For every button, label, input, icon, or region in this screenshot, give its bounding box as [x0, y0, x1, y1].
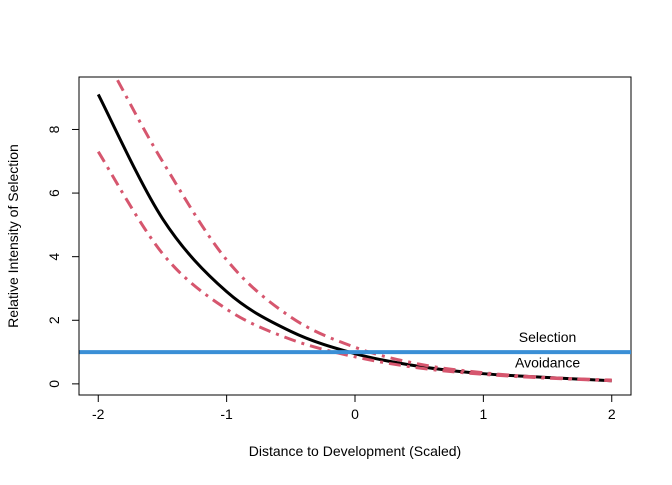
y-tick-label: 6: [46, 189, 62, 197]
annotation-avoidance: Avoidance: [515, 354, 580, 370]
x-tick-label: 2: [608, 406, 616, 422]
y-axis-label: Relative Intensity of Selection: [5, 144, 21, 328]
y-tick-label: 8: [46, 125, 62, 133]
y-tick-label: 2: [46, 316, 62, 324]
confidence-line-2: [96, 150, 612, 383]
annotation-layer: Selection Avoidance: [515, 329, 580, 370]
x-tick-label: 1: [479, 406, 487, 422]
x-axis-label: Distance to Development (Scaled): [249, 443, 461, 459]
annotation-selection: Selection: [519, 329, 577, 345]
confidence-line-1: [116, 79, 612, 382]
x-tick-label: -2: [92, 406, 105, 422]
x-tick-label: -1: [220, 406, 233, 422]
y-tick-label: 0: [46, 380, 62, 388]
y-tick-label: 4: [46, 253, 62, 261]
x-tick-label: 0: [351, 406, 359, 422]
plot-frame: [78, 76, 632, 396]
x-axis: -2 -1 0 1 2: [92, 394, 616, 422]
y-axis: 0 2 4 6 8: [46, 125, 80, 388]
